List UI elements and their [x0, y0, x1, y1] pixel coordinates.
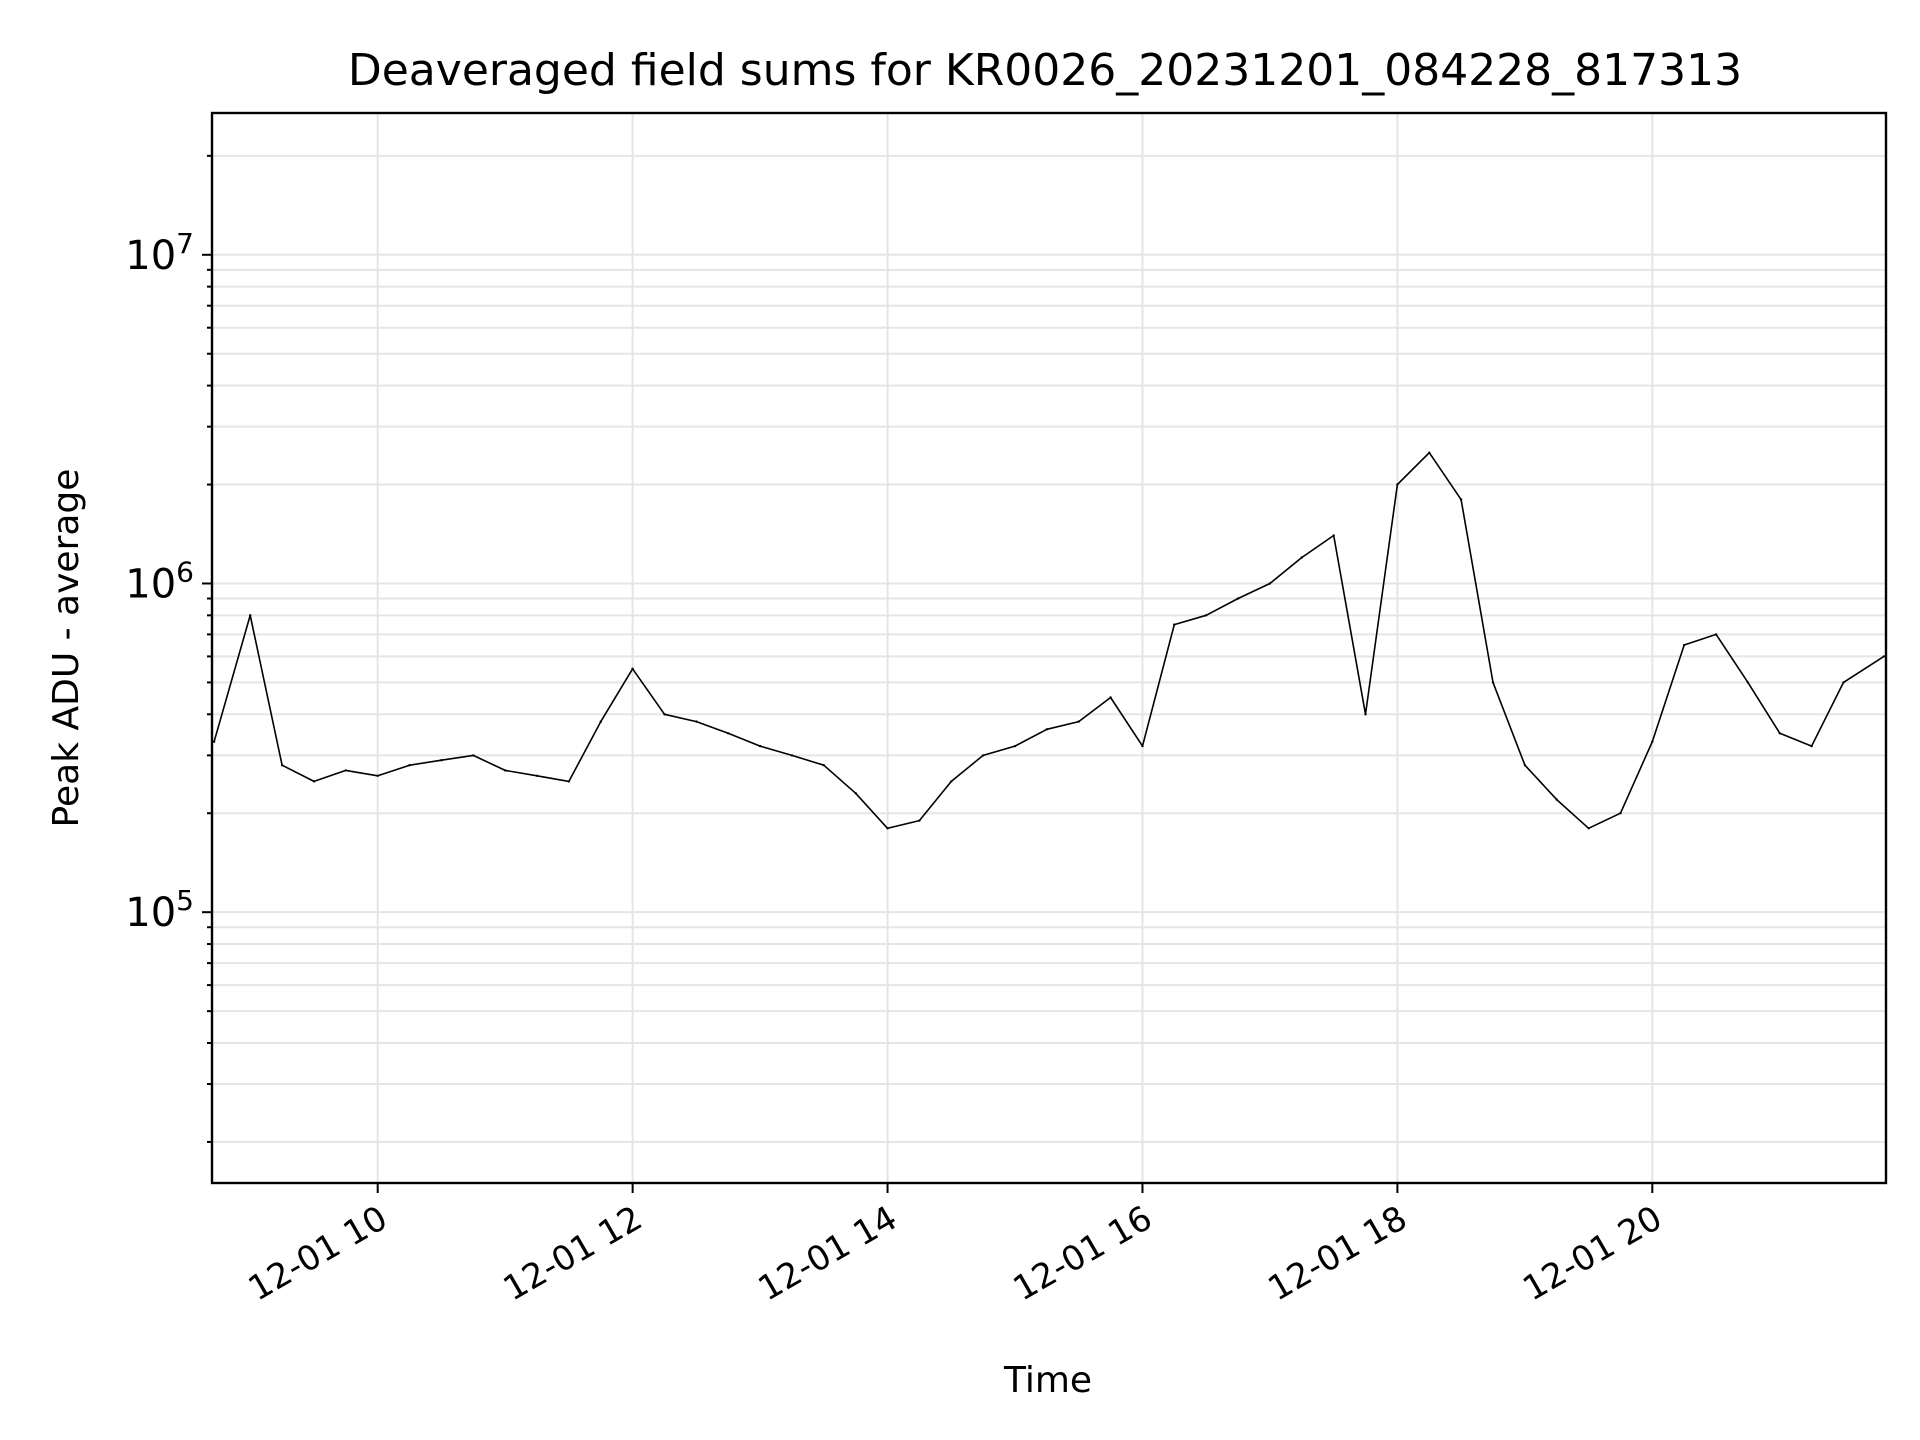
series-point [631, 667, 634, 670]
x-tick-label: 12-01 18 [1262, 1198, 1414, 1309]
series-point [1141, 744, 1144, 748]
series-point [1587, 827, 1590, 830]
series-point [1555, 798, 1558, 801]
series-point [918, 819, 921, 822]
series-point [1810, 744, 1813, 748]
series-point [1109, 696, 1112, 699]
series-point [312, 780, 316, 783]
series-point [1013, 744, 1017, 748]
x-tick-label: 12-01 14 [752, 1198, 904, 1309]
series-point [886, 827, 889, 830]
series-point [1882, 655, 1886, 658]
chart-title: Deaveraged field sums for KR0026_2023120… [348, 45, 1742, 96]
series-point [1268, 582, 1272, 585]
series-point [1651, 740, 1654, 743]
series-point [695, 720, 698, 723]
y-tick-label: 106 [125, 555, 194, 607]
series-point [727, 732, 730, 735]
series-point [472, 754, 475, 757]
series-point [1459, 498, 1463, 501]
series-point [344, 769, 347, 772]
series-point [599, 720, 602, 723]
x-tick-label: 12-01 12 [497, 1198, 649, 1309]
series-point [1045, 728, 1049, 731]
y-tick-label: 107 [125, 227, 194, 279]
x-tick-label: 12-01 20 [1516, 1198, 1668, 1309]
series-point [981, 754, 985, 757]
series-point [1523, 764, 1527, 767]
series-point [376, 774, 379, 777]
series-point [535, 774, 539, 777]
series-point [1619, 812, 1622, 815]
series-point [1077, 720, 1080, 723]
series-point [1491, 681, 1495, 684]
series-point [280, 764, 284, 767]
series-point [408, 764, 411, 767]
series-point [950, 780, 953, 783]
y-axis-label: Peak ADU - average [46, 469, 87, 828]
series-point [440, 759, 443, 762]
series-point [1332, 534, 1335, 537]
x-tick-label: 12-01 16 [1007, 1198, 1159, 1309]
series-point [854, 792, 857, 795]
series-point [758, 744, 762, 748]
series-point [1364, 713, 1367, 716]
series-point [504, 769, 507, 772]
x-axis-label: Time [1003, 1360, 1092, 1401]
series-point [1714, 633, 1718, 636]
series-point [1842, 681, 1845, 684]
x-tick-label: 12-01 10 [242, 1198, 394, 1309]
y-axis-ticks: 105 106 107 [125, 154, 212, 1143]
plot-frame [210, 111, 1888, 1185]
series-point [663, 713, 666, 716]
series-point [1778, 732, 1782, 735]
grid [212, 113, 1886, 1183]
series-point [212, 740, 216, 743]
series-layer [212, 451, 1886, 830]
series-point [1746, 681, 1750, 684]
series-point [1236, 597, 1240, 600]
series-point [1428, 451, 1431, 454]
series-point [567, 780, 571, 783]
series-point [1205, 614, 1208, 617]
series-point [249, 614, 252, 617]
series-point [822, 764, 825, 767]
series-point [1396, 483, 1399, 486]
series-line [213, 451, 1885, 830]
series-point [1683, 643, 1686, 647]
series-point [790, 754, 794, 757]
y-tick-label: 105 [125, 884, 194, 936]
x-axis-ticks: 12-01 10 12-01 12 12-01 14 12-01 16 12-01 18… [242, 1183, 1669, 1309]
series-point [1300, 556, 1304, 559]
series-point [1173, 623, 1176, 626]
